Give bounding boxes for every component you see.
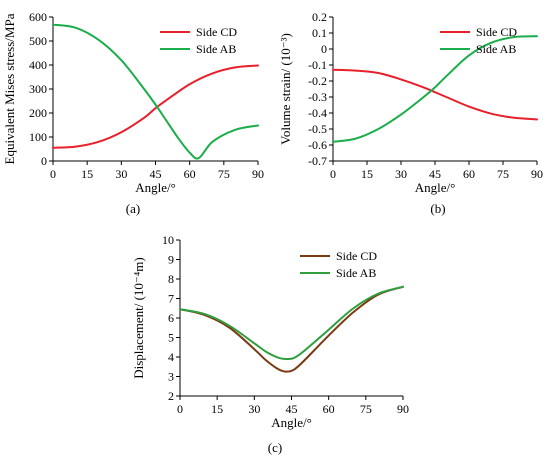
y-tick-label: -0.6: [308, 138, 327, 152]
x-tick-label: 0: [177, 402, 183, 416]
y-tick-label: 8: [168, 272, 174, 286]
x-tick-label: 60: [323, 402, 335, 416]
x-tick-label: 60: [184, 167, 196, 181]
y-tick-label: 7: [168, 292, 174, 306]
y-tick-label: 500: [29, 34, 47, 48]
x-tick-label: 15: [81, 167, 93, 181]
y-tick-label: -0.4: [308, 106, 327, 120]
x-tick-label: 75: [497, 167, 509, 181]
y-axis-title: Equivalent Mises stress/MPa: [2, 13, 17, 164]
legend-label: Side AB: [336, 266, 376, 280]
panel-caption: (a): [126, 201, 140, 216]
x-tick-label: 90: [252, 167, 264, 181]
legend-label: Side AB: [196, 42, 236, 56]
x-tick-label: 30: [395, 167, 407, 181]
y-tick-label: -0.5: [308, 122, 327, 136]
series-line-side-cd: [332, 68, 538, 121]
x-tick-label: 15: [361, 167, 373, 181]
y-tick-label: 100: [29, 130, 47, 144]
series-line-side-cd: [179, 285, 404, 373]
x-tick-label: 60: [463, 167, 475, 181]
x-axis-title: Angle/°: [415, 180, 456, 195]
chart-panel-2: 0 15 30 45 60 75 90 -0.7 -0.6 -0.5 -0.4 -0.3 -0.2 -0.…: [278, 10, 543, 216]
chart-panel-3: 0 15 30 45 60 75 902345678910Angle/°Displaceme…: [131, 233, 409, 455]
y-tick-label: -0.2: [308, 74, 327, 88]
series-line-side-ab: [52, 23, 259, 160]
series-line-side-ab: [179, 285, 404, 360]
y-axis-title: Volume strain/ (10⁻³): [278, 33, 293, 145]
y-axis-title: Displacement/ (10⁻⁴m): [131, 257, 146, 379]
y-tick-label: -0.3: [308, 90, 327, 104]
x-tick-label: 75: [360, 402, 372, 416]
legend-label: Side AB: [476, 42, 516, 56]
x-tick-label: 45: [429, 167, 441, 181]
y-tick-label: 0.2: [312, 10, 327, 24]
x-tick-label: 75: [218, 167, 230, 181]
x-axis-title: Angle/°: [271, 415, 312, 430]
x-tick-label: 15: [211, 402, 223, 416]
x-tick-label: 90: [531, 167, 543, 181]
y-tick-label: -0.7: [308, 154, 327, 168]
y-tick-label: 4: [168, 350, 174, 364]
series-line-side-cd: [52, 64, 259, 149]
chart-panel-1: 0 15 30 45 60 75 90 0 100 200 300 400 500 600 Angle/° E…: [2, 10, 264, 216]
y-tick-label: 2: [168, 389, 174, 403]
x-tick-label: 45: [150, 167, 162, 181]
panel-caption: (c): [268, 440, 282, 455]
x-axis-title: Angle/°: [135, 180, 176, 195]
series-line-side-ab: [332, 35, 538, 143]
y-tick-label: 0.1: [312, 26, 327, 40]
y-tick-label: -0.1: [308, 58, 327, 72]
legend-label: Side CD: [476, 25, 517, 39]
y-tick-label: 0: [321, 42, 327, 56]
y-tick-label: 0: [41, 154, 47, 168]
y-tick-label: 300: [29, 82, 47, 96]
x-tick-label: 0: [330, 167, 336, 181]
x-tick-label: 45: [286, 402, 298, 416]
y-tick-label: 200: [29, 106, 47, 120]
x-tick-label: 30: [115, 167, 127, 181]
x-tick-label: 30: [248, 402, 260, 416]
y-tick-label: 400: [29, 58, 47, 72]
y-tick-label: 10: [162, 233, 174, 247]
legend-label: Side CD: [196, 25, 237, 39]
y-tick-label: 3: [168, 370, 174, 384]
x-tick-label: 90: [397, 402, 409, 416]
y-tick-label: 6: [168, 311, 174, 325]
legend-label: Side CD: [336, 249, 377, 263]
y-tick-label: 9: [168, 253, 174, 267]
panel-caption: (b): [430, 201, 445, 216]
y-tick-label: 600: [29, 10, 47, 24]
x-tick-label: 0: [50, 167, 56, 181]
y-tick-label: 5: [168, 331, 174, 345]
